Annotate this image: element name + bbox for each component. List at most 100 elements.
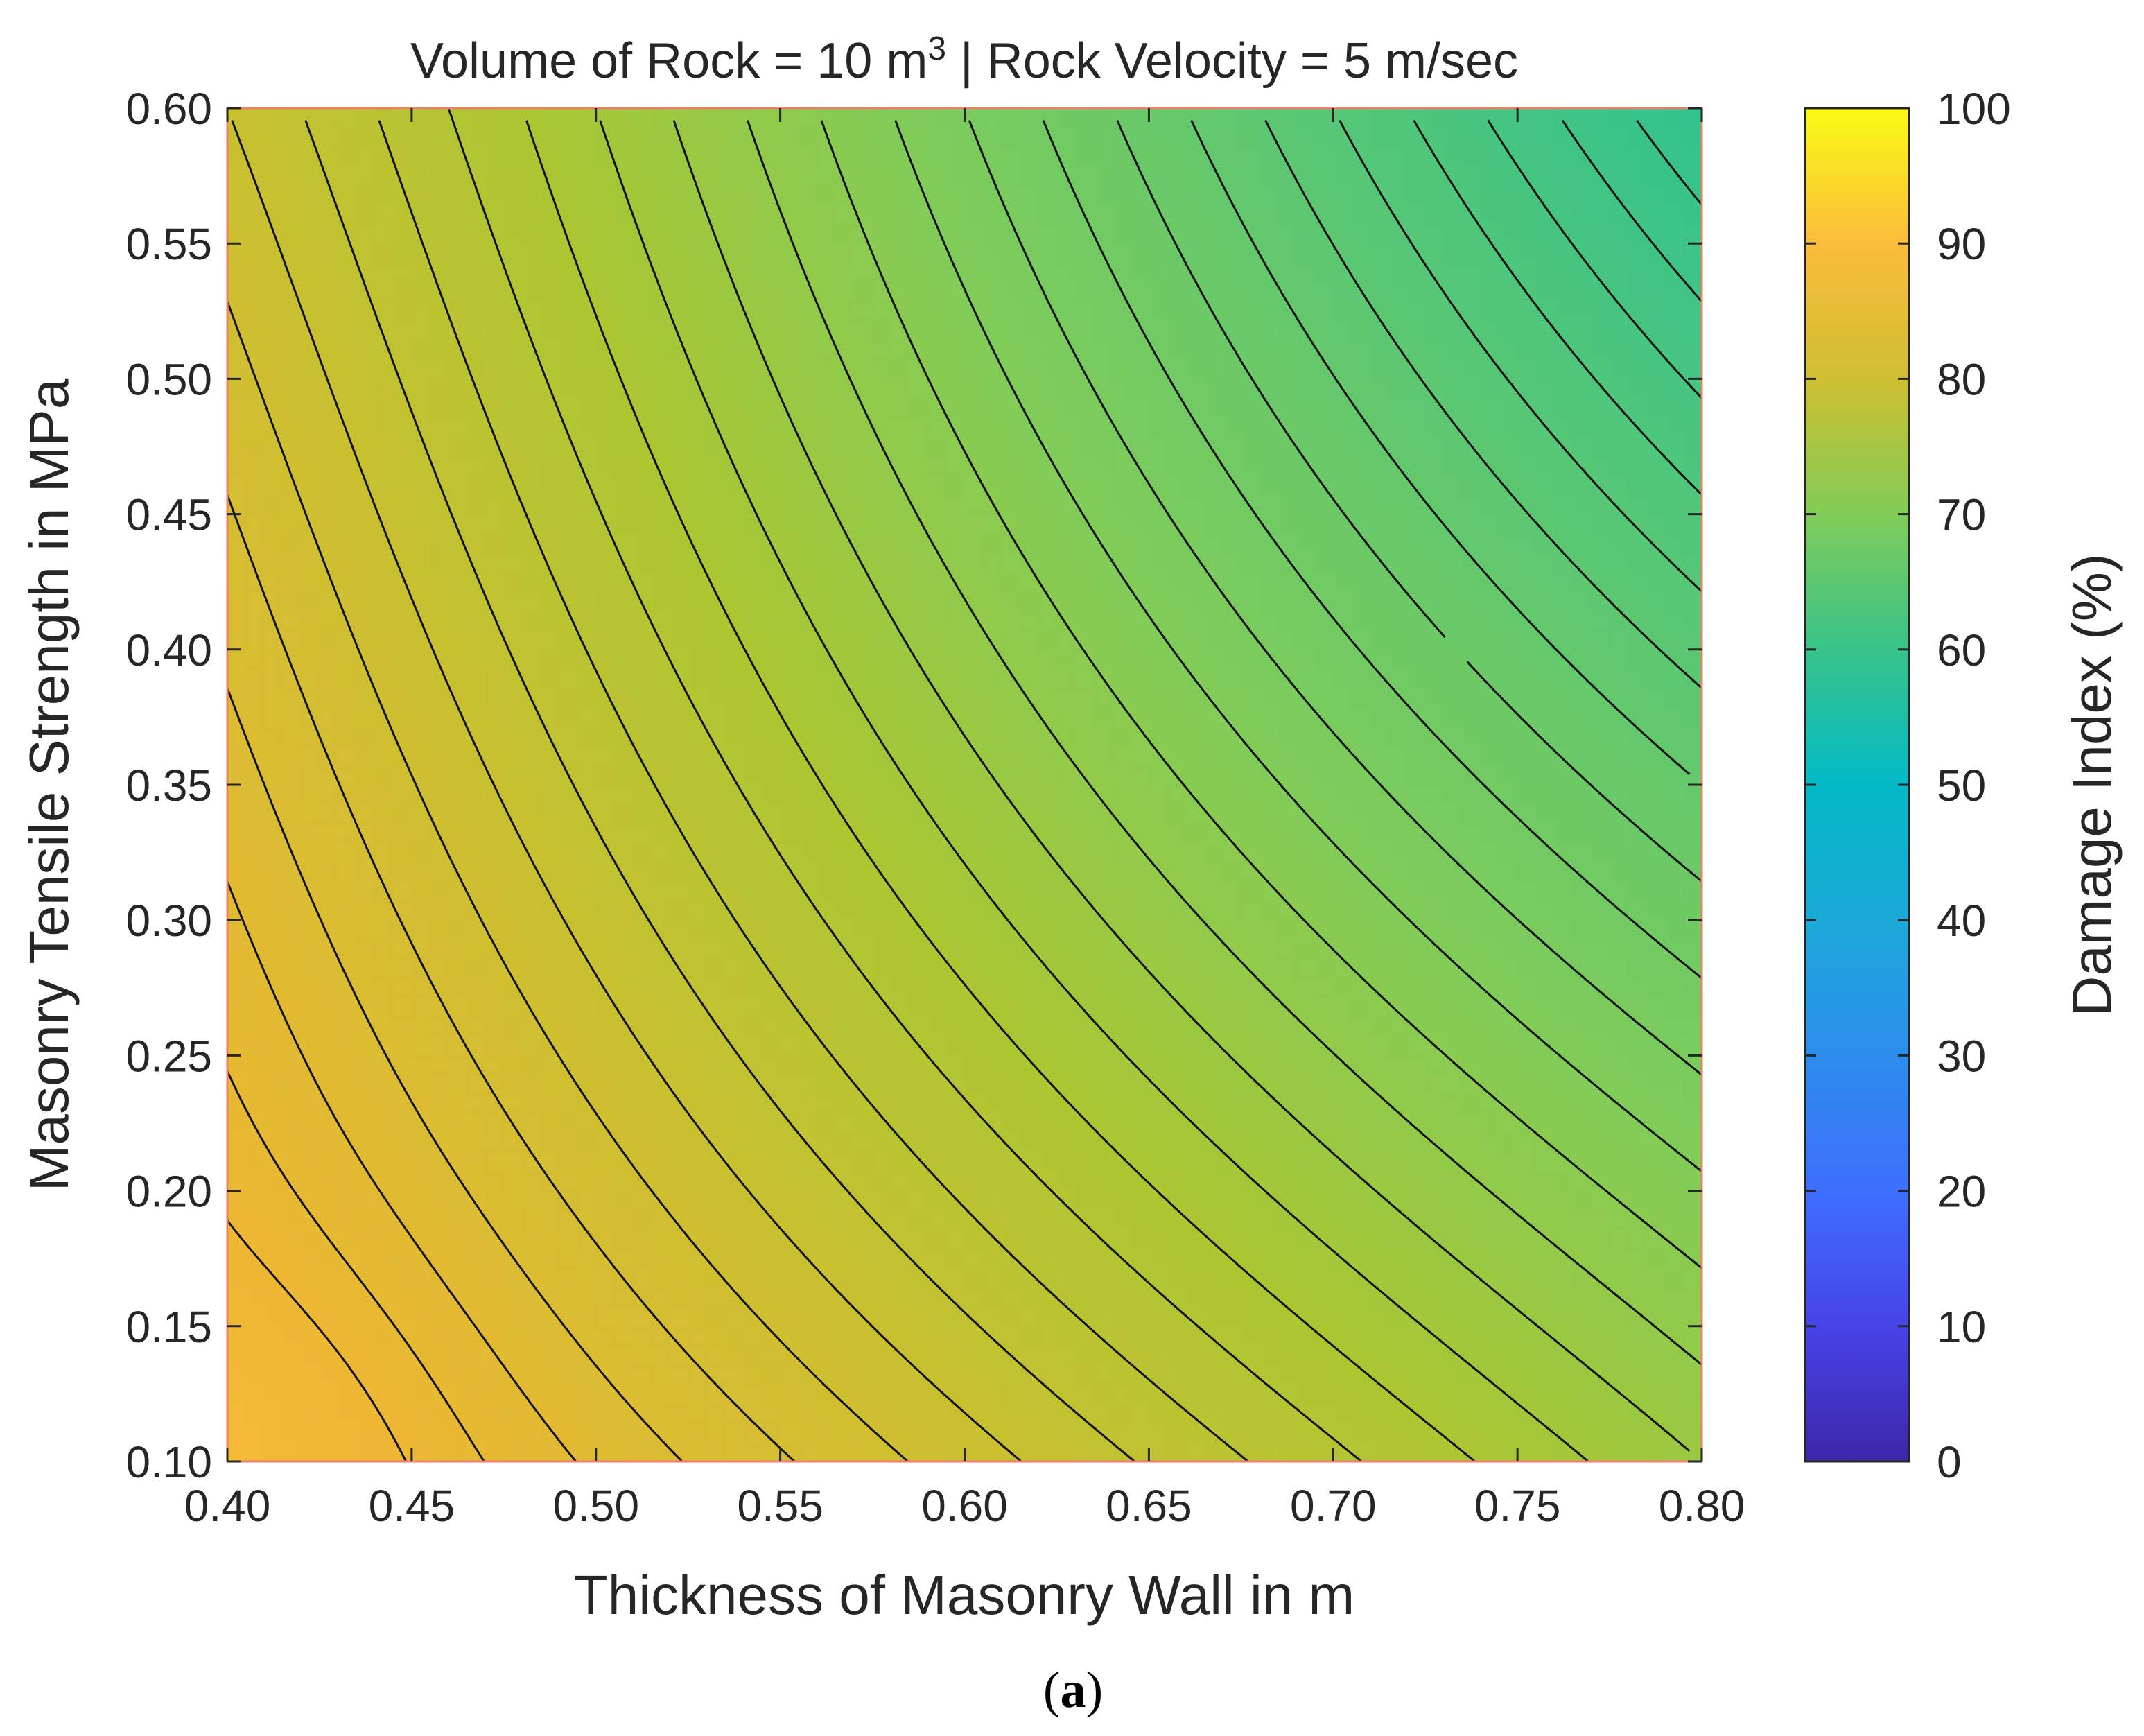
contour-cell	[1241, 205, 1260, 225]
contour-cell	[1020, 1326, 1039, 1346]
contour-cell	[467, 455, 487, 476]
contour-cell	[1130, 1268, 1150, 1288]
contour-cell	[1351, 958, 1371, 979]
contour-cell	[393, 514, 412, 535]
contour-cell	[614, 591, 634, 611]
contour-cell	[835, 1132, 855, 1153]
contour-cell	[1499, 359, 1518, 380]
contour-cell	[227, 1287, 247, 1308]
contour-cell	[964, 1190, 984, 1211]
contour-cell	[1333, 398, 1352, 418]
contour-cell	[503, 205, 523, 225]
contour-cell	[1130, 1403, 1150, 1424]
contour-cell	[1038, 166, 1058, 186]
contour-cell	[1001, 842, 1021, 863]
contour-cell	[983, 1403, 1002, 1424]
contour-cell	[430, 1016, 449, 1037]
contour-cell	[448, 301, 468, 322]
contour-cell	[872, 263, 891, 283]
contour-cell	[1185, 494, 1205, 515]
contour-cell	[1001, 320, 1021, 341]
contour-cell	[522, 475, 541, 496]
contour-cell	[688, 1306, 708, 1327]
contour-cell	[632, 630, 652, 650]
contour-cell	[1222, 1016, 1242, 1037]
contour-cell	[245, 649, 265, 670]
contour-cell	[1056, 398, 1076, 418]
contour-cell	[762, 146, 781, 167]
contour-cell	[1499, 958, 1518, 979]
contour-cell	[853, 1171, 873, 1192]
contour-cell	[1535, 340, 1555, 361]
contour-cell	[927, 765, 947, 785]
contour-cell	[743, 379, 762, 399]
contour-cell	[891, 437, 910, 457]
contour-cell	[374, 455, 394, 476]
contour-cell	[762, 398, 781, 418]
contour-cell	[1001, 1326, 1021, 1346]
contour-cell	[835, 1423, 855, 1443]
contour-cell	[1259, 146, 1279, 167]
contour-cell	[780, 146, 800, 167]
contour-cell	[1333, 224, 1352, 244]
contour-cell	[891, 842, 910, 863]
contour-cell	[909, 417, 929, 437]
contour-cell	[891, 1055, 910, 1076]
contour-cell	[945, 320, 966, 341]
contour-cell	[688, 494, 708, 515]
contour-cell	[1314, 785, 1334, 805]
contour-cell	[448, 804, 468, 824]
contour-cell	[983, 224, 1002, 244]
contour-cell	[1480, 1345, 1500, 1366]
contour-cell	[1480, 1036, 1500, 1057]
contour-cell	[724, 649, 744, 670]
contour-cell	[1462, 668, 1481, 689]
contour-cell	[1333, 920, 1352, 940]
contour-cell	[1480, 920, 1500, 940]
contour-cell	[1241, 842, 1260, 863]
contour-cell	[835, 1268, 855, 1288]
contour-cell	[762, 437, 781, 457]
contour-cell	[319, 1132, 339, 1153]
contour-cell	[1425, 1403, 1445, 1424]
contour-cell	[762, 301, 781, 322]
contour-cell	[1222, 1132, 1242, 1153]
contour-cell	[1314, 746, 1334, 766]
contour-cell	[356, 1132, 376, 1153]
contour-cell	[743, 437, 762, 457]
contour-cell	[872, 1152, 891, 1172]
contour-cell	[927, 1075, 947, 1095]
contour-cell	[835, 553, 855, 573]
contour-cell	[1314, 1210, 1334, 1231]
contour-cell	[1388, 649, 1408, 670]
contour-cell	[1388, 243, 1408, 263]
contour-cell	[1056, 842, 1076, 863]
contour-cell	[301, 1152, 320, 1172]
contour-cell	[1425, 920, 1445, 940]
contour-cell	[448, 1075, 468, 1095]
contour-cell	[1517, 1094, 1537, 1114]
contour-cell	[1370, 205, 1389, 225]
contour-cell	[983, 455, 1002, 476]
contour-cell	[670, 1423, 689, 1443]
contour-cell	[540, 1016, 560, 1037]
contour-cell	[559, 804, 578, 824]
contour-cell	[1517, 108, 1537, 128]
contour-cell	[927, 514, 947, 535]
contour-cell	[1333, 958, 1352, 979]
contour-cell	[1075, 978, 1095, 998]
contour-cell	[799, 553, 818, 573]
contour-cell	[651, 1384, 670, 1405]
contour-cell	[559, 688, 578, 709]
contour-cell	[301, 417, 320, 437]
contour-cell	[374, 1306, 394, 1327]
contour-cell	[1296, 901, 1316, 921]
contour-cell	[1517, 1190, 1537, 1211]
contour-cell	[338, 359, 357, 380]
contour-cell	[1093, 1094, 1113, 1114]
contour-cell	[540, 108, 560, 128]
contour-cell	[1020, 185, 1039, 206]
contour-cell	[1296, 1403, 1316, 1424]
contour-cell	[614, 1190, 634, 1211]
contour-cell	[1056, 1094, 1076, 1114]
